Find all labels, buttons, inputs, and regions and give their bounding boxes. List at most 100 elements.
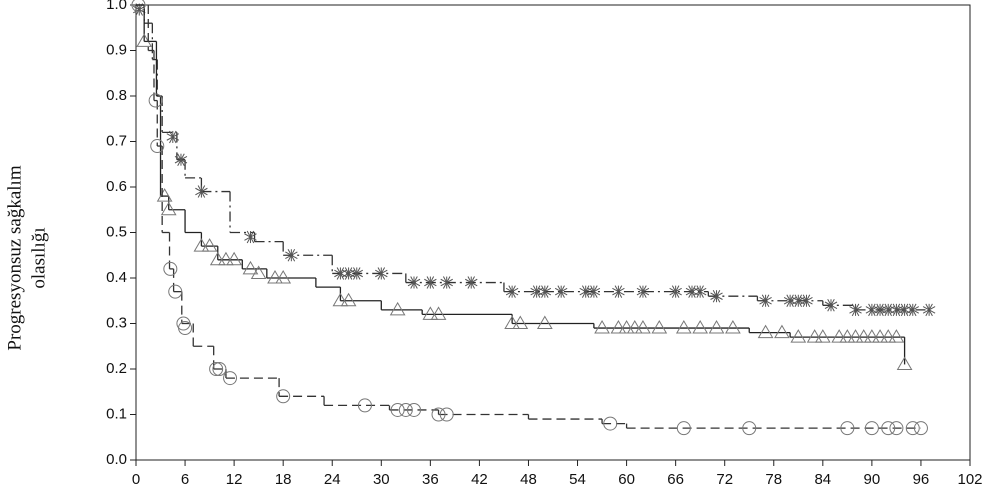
x-tick-label: 0	[132, 471, 140, 488]
y-tick-label: 0.1	[106, 405, 127, 422]
y-axis-label: olasılığı	[28, 227, 49, 288]
censor-marker	[163, 261, 178, 276]
censor-marker	[840, 421, 855, 436]
y-tick-label: 0.9	[106, 41, 127, 58]
y-tick-label: 0.2	[106, 360, 127, 377]
censor-circle-shape	[407, 402, 421, 417]
censor-triangle-shape	[888, 329, 905, 343]
censor-marker	[226, 251, 242, 266]
censor-triangle-shape	[855, 329, 872, 343]
censor-circle-shape	[889, 421, 904, 436]
censor-marker	[505, 285, 519, 298]
censor-circle-shape	[223, 371, 238, 386]
censor-marker	[424, 276, 437, 289]
censor-marker	[692, 320, 709, 334]
y-tick-label: 0.4	[106, 269, 127, 286]
censor-marker	[906, 303, 920, 317]
censor-star-stroke	[508, 285, 516, 298]
censor-star-stroke	[426, 276, 435, 289]
censor-circle-shape	[276, 389, 291, 404]
x-tick-label: 102	[957, 471, 982, 488]
censor-triangle-shape	[864, 329, 880, 343]
censor-marker	[201, 238, 218, 252]
censor-star-stroke	[876, 303, 884, 317]
censor-marker	[209, 251, 226, 266]
x-tick-label: 12	[226, 471, 243, 488]
censor-marker	[618, 320, 635, 334]
censor-star-stroke	[794, 294, 803, 307]
censor-star-stroke	[197, 185, 206, 198]
censor-marker	[790, 329, 807, 343]
x-tick-label: 96	[913, 471, 930, 488]
y-tick-label: 1.0	[106, 0, 127, 13]
censor-marker	[422, 306, 439, 320]
censor-marker	[675, 320, 692, 334]
censor-marker	[855, 329, 872, 343]
censor-circle-shape	[148, 93, 163, 108]
censor-marker	[905, 421, 920, 436]
censor-triangle-shape	[594, 320, 610, 334]
x-tick-label: 72	[716, 471, 733, 488]
censor-star-stroke	[827, 299, 835, 312]
censor-marker	[839, 329, 856, 343]
censor-circle-shape	[150, 139, 165, 154]
censor-marker	[806, 329, 823, 343]
censor-marker	[538, 285, 552, 298]
censor-star-stroke	[557, 285, 565, 298]
censor-circle-shape	[390, 402, 405, 417]
censor-triangle-shape	[708, 320, 725, 334]
censor-marker	[872, 329, 888, 343]
censor-star-stroke	[336, 267, 345, 280]
censor-marker	[554, 285, 568, 298]
censor-marker	[357, 398, 372, 413]
censor-triangle-shape	[831, 329, 848, 343]
censor-star-stroke	[761, 294, 770, 307]
censor-star-stroke	[851, 303, 860, 317]
censor-marker	[800, 294, 813, 307]
censor-marker	[814, 329, 831, 343]
censor-marker	[168, 284, 183, 299]
censor-star-stroke	[925, 303, 933, 317]
censor-triangle-shape	[847, 329, 864, 343]
censor-star-stroke	[688, 285, 696, 298]
censor-triangle-shape	[536, 315, 553, 329]
censor-triangle-shape	[242, 260, 259, 275]
censor-triangle-shape	[725, 320, 741, 334]
censor-marker	[250, 265, 267, 279]
censor-marker	[864, 421, 879, 436]
censor-marker	[669, 285, 682, 298]
censor-marker	[398, 402, 413, 417]
censor-marker	[244, 230, 257, 244]
censor-star-stroke	[377, 267, 386, 280]
censor-marker	[223, 371, 238, 386]
x-tick-label: 42	[471, 471, 488, 488]
censor-triangle-shape	[504, 315, 520, 329]
y-tick-label: 0.0	[106, 451, 127, 468]
x-tick-label: 54	[569, 471, 586, 488]
censor-marker	[440, 276, 453, 289]
x-tick-label: 84	[814, 471, 831, 488]
censor-star-stroke	[410, 276, 418, 289]
censor-marker	[759, 294, 772, 307]
censor-circle-shape	[840, 421, 855, 436]
censor-triangle-shape	[610, 320, 627, 334]
censor-star-stroke	[712, 289, 721, 303]
censor-circle-shape	[163, 261, 178, 276]
censor-triangle-shape	[757, 324, 774, 339]
censor-marker	[209, 362, 224, 376]
censor-marker	[407, 276, 421, 289]
censor-star-stroke	[614, 285, 623, 298]
censor-triangle-shape	[250, 265, 267, 279]
censor-marker	[276, 389, 291, 404]
censor-triangle-shape	[618, 320, 635, 334]
censor-marker	[651, 320, 668, 334]
censor-marker	[536, 315, 553, 329]
censor-triangle-shape	[651, 320, 668, 334]
censor-triangle-shape	[156, 188, 173, 202]
censor-triangle-shape	[160, 201, 177, 216]
censor-marker	[439, 407, 454, 422]
censor-marker	[350, 267, 364, 280]
censor-triangle-shape	[267, 270, 283, 284]
censor-marker	[178, 321, 193, 336]
censor-marker	[725, 320, 741, 334]
